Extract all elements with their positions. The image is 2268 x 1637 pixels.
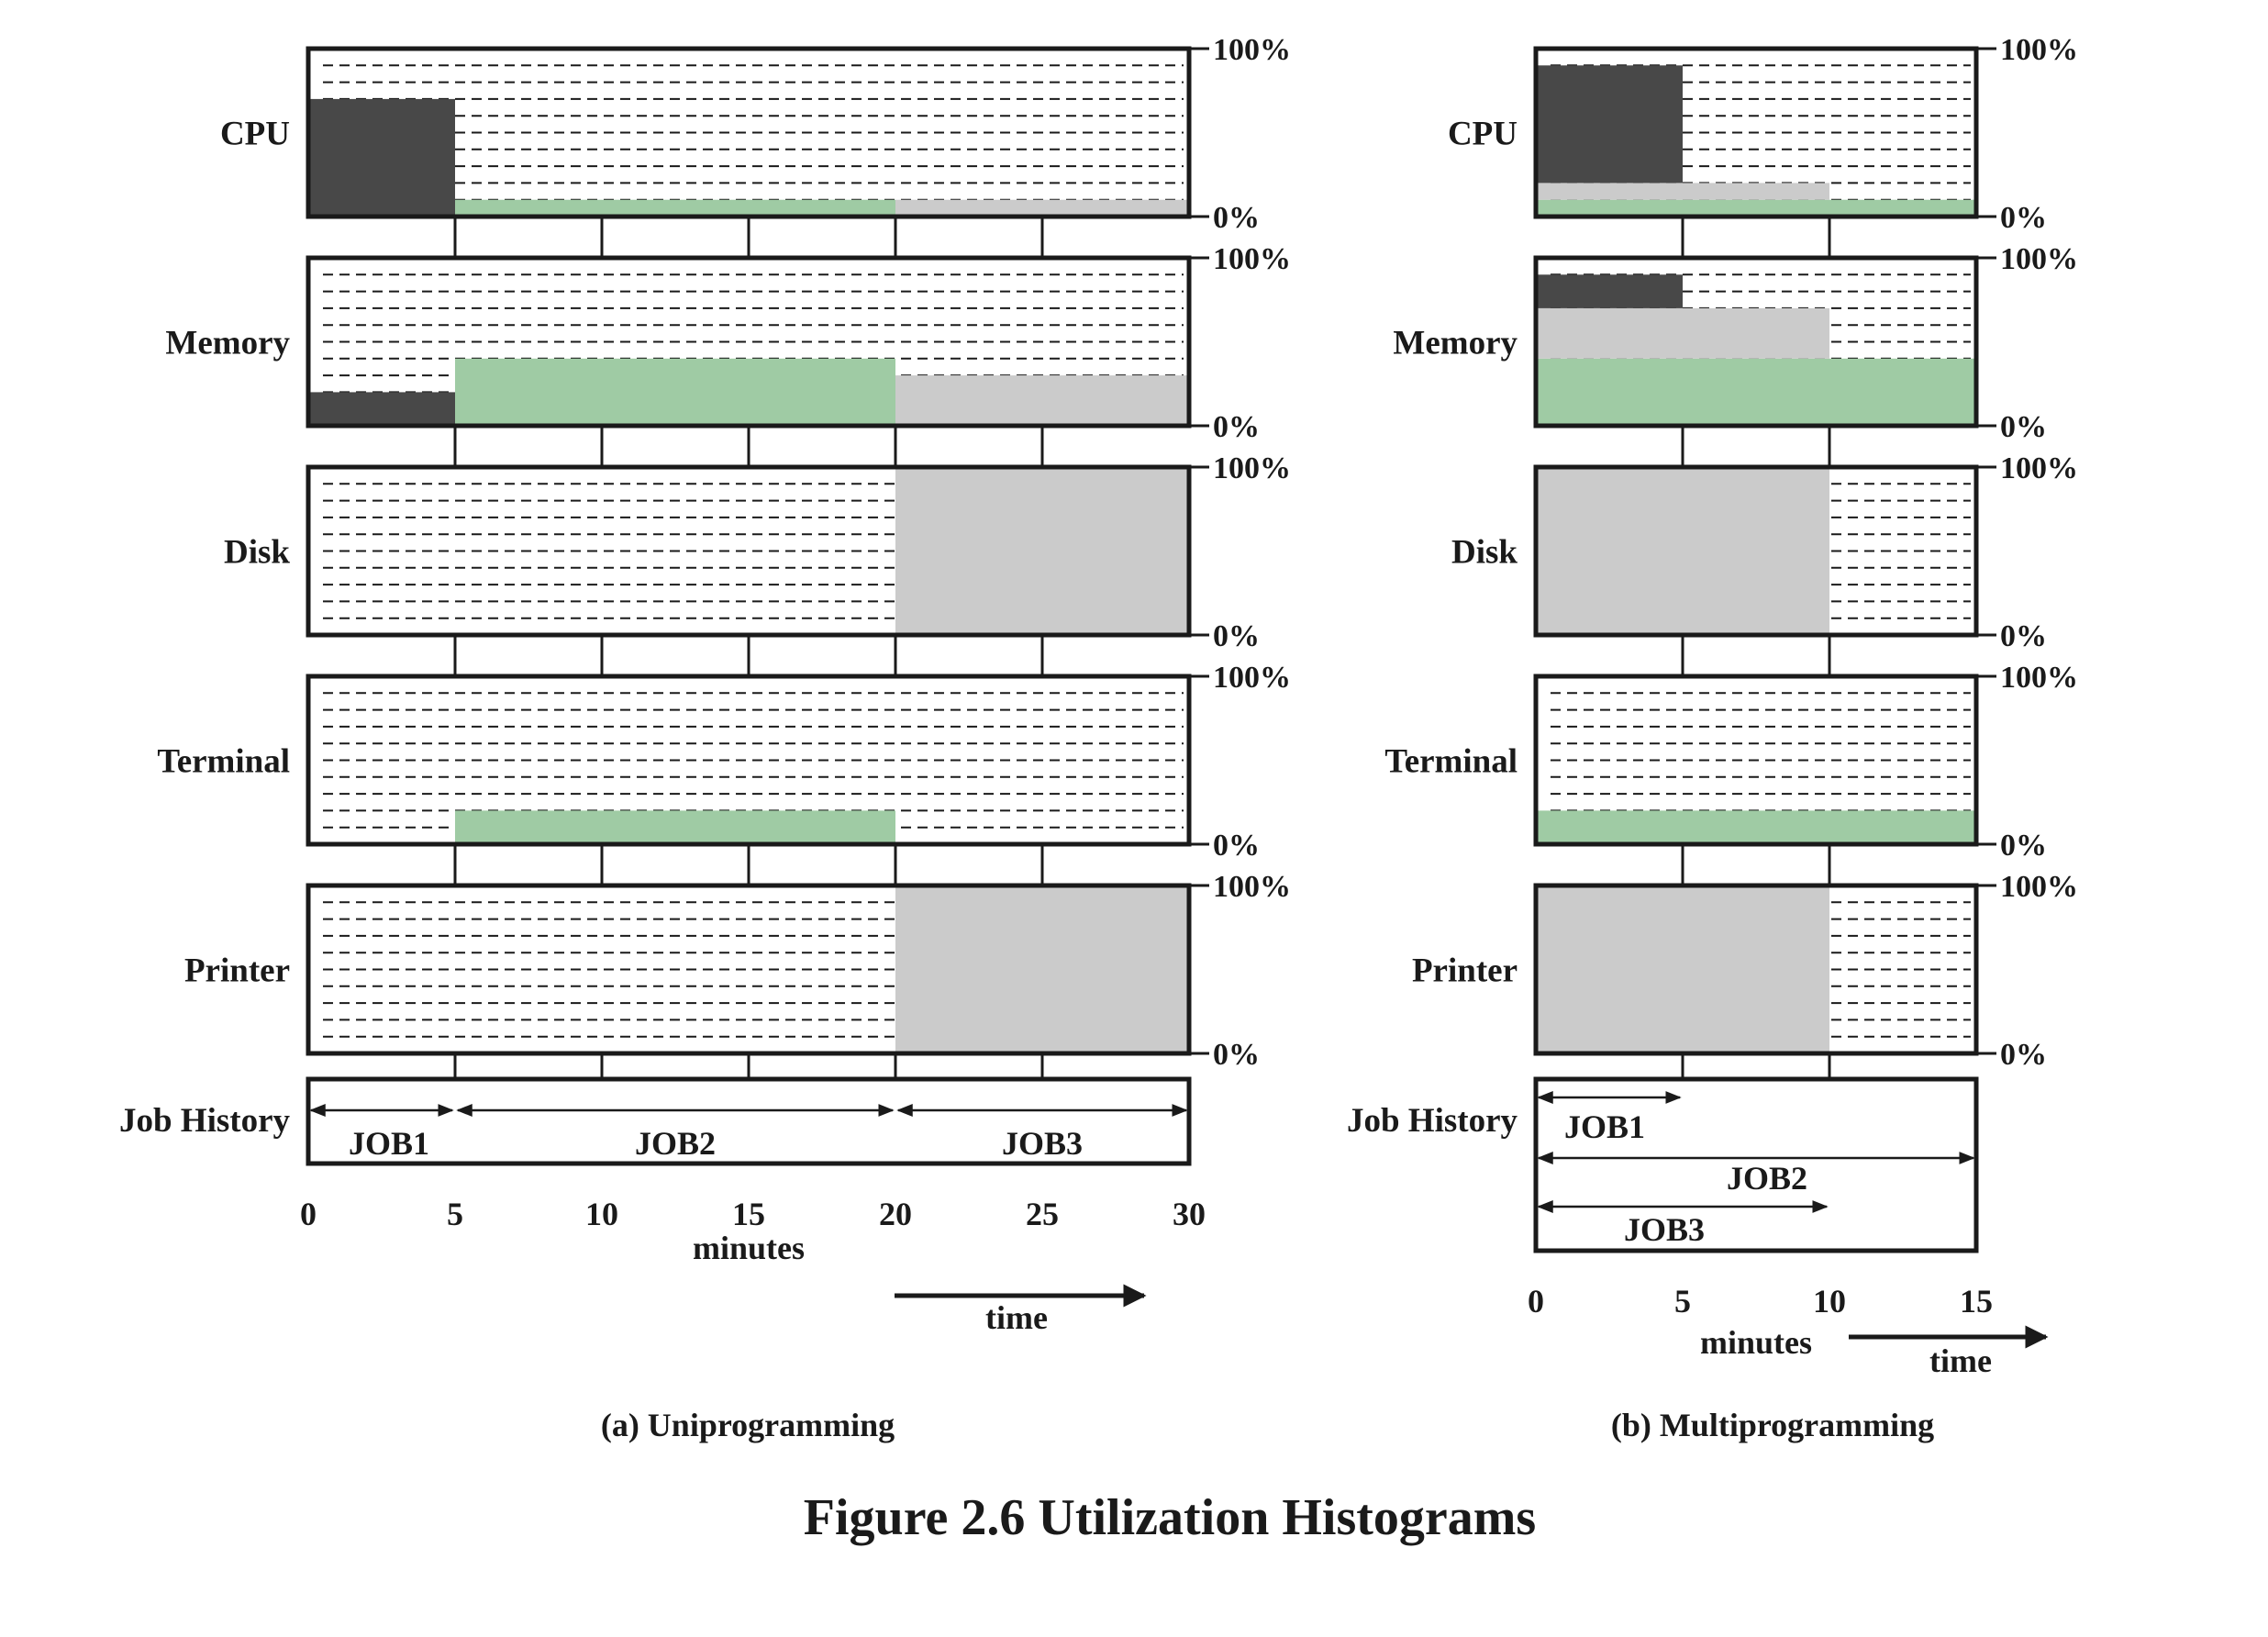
job-history-frame bbox=[306, 1076, 1192, 1166]
x-axis-title: minutes bbox=[693, 1230, 805, 1266]
y-bottom-label: 0% bbox=[1213, 829, 1260, 863]
bar-cpu-job3 bbox=[895, 199, 1189, 217]
resource-row-cpu: 100% 0% CPU bbox=[220, 33, 1291, 258]
row-label-cpu: CPU bbox=[1448, 116, 1518, 153]
job-label-job3: JOB3 bbox=[1624, 1211, 1705, 1248]
resource-row-printer: 100% 0% Printer bbox=[184, 870, 1291, 1079]
bar-disk-job3 bbox=[895, 467, 1189, 635]
resource-row-terminal: 100% 0% Terminal bbox=[157, 661, 1291, 885]
row-label-memory: Memory bbox=[1393, 325, 1518, 362]
y-bottom-label: 0% bbox=[2000, 1038, 2047, 1072]
row-label-terminal: Terminal bbox=[157, 743, 290, 781]
figure-title: Figure 2.6 Utilization Histograms bbox=[804, 1489, 1536, 1546]
job-label-job2: JOB2 bbox=[1727, 1160, 1807, 1197]
panel-caption: (b) Multiprogramming bbox=[1611, 1407, 1934, 1443]
row-label-terminal: Terminal bbox=[1384, 743, 1518, 781]
job-history: Job History JOB1 JOB2 JOB3 bbox=[119, 1076, 1192, 1166]
panel-caption: (a) Uniprogramming bbox=[601, 1407, 895, 1443]
uniprogramming-panel: 100%0%CPU100%0%Memory100%0%Disk100%0%Ter… bbox=[119, 33, 1291, 1443]
x-tick-label: 25 bbox=[1026, 1196, 1059, 1232]
resource-row-printer: 100% 0% Printer bbox=[1412, 870, 2078, 1079]
y-bottom-label: 0% bbox=[2000, 619, 2047, 653]
bar-cpu-job1 bbox=[308, 98, 455, 217]
y-bottom-label: 0% bbox=[2000, 410, 2047, 444]
y-top-label: 100% bbox=[2000, 451, 2078, 485]
row-label-disk: Disk bbox=[224, 534, 290, 572]
job-history: Job History JOB1 JOB2 JOB3 bbox=[1347, 1076, 1979, 1253]
y-bottom-label: 0% bbox=[1213, 619, 1260, 653]
x-tick-label: 15 bbox=[1960, 1283, 1993, 1320]
bar-cpu-job1 bbox=[1536, 65, 1683, 184]
bar-terminal-job2 bbox=[455, 810, 895, 844]
resource-frame bbox=[1533, 255, 1979, 429]
y-top-label: 100% bbox=[1213, 242, 1291, 276]
resource-frame bbox=[1533, 464, 1979, 638]
x-tick-label: 0 bbox=[1528, 1283, 1544, 1320]
resource-row-memory: 100% 0% Memory bbox=[1393, 242, 2078, 467]
x-tick-label: 10 bbox=[1813, 1283, 1846, 1320]
y-top-label: 100% bbox=[1213, 451, 1291, 485]
bar-cpu-job2 bbox=[455, 199, 895, 217]
y-top-label: 100% bbox=[1213, 870, 1291, 904]
bar-cpu-job2 bbox=[1536, 199, 1976, 217]
y-top-label: 100% bbox=[1213, 33, 1291, 67]
job-history-frame bbox=[1533, 1076, 1979, 1253]
x-tick-label: 5 bbox=[447, 1196, 463, 1232]
y-bottom-label: 0% bbox=[1213, 201, 1260, 235]
bar-terminal-job2 bbox=[1536, 810, 1976, 844]
multiprogramming-panel: 100%0%CPU100%0%Memory100%0%Disk100%0%Ter… bbox=[1347, 33, 2078, 1443]
x-tick-label: 0 bbox=[300, 1196, 317, 1232]
bar-memory-job1 bbox=[308, 392, 455, 426]
job-history-label: Job History bbox=[1347, 1102, 1518, 1140]
y-top-label: 100% bbox=[2000, 661, 2078, 695]
resource-row-cpu: 100% 0% CPU bbox=[1448, 33, 2078, 258]
x-tick-label: 10 bbox=[585, 1196, 618, 1232]
bar-memory-job3 bbox=[1536, 307, 1829, 359]
time-label: time bbox=[1929, 1342, 1992, 1379]
bar-memory-job1 bbox=[1536, 274, 1683, 308]
resource-row-terminal: 100% 0% Terminal bbox=[1384, 661, 2078, 885]
resource-row-disk: 100% 0% Disk bbox=[224, 451, 1291, 676]
job-label-job1: JOB1 bbox=[1564, 1108, 1645, 1145]
job-history-label: Job History bbox=[119, 1102, 291, 1140]
x-tick-label: 20 bbox=[879, 1196, 912, 1232]
x-tick-label: 30 bbox=[1173, 1196, 1206, 1232]
row-label-cpu: CPU bbox=[220, 116, 290, 153]
resource-frame bbox=[1533, 883, 1979, 1056]
y-top-label: 100% bbox=[2000, 242, 2078, 276]
row-label-memory: Memory bbox=[165, 325, 290, 362]
y-bottom-label: 0% bbox=[1213, 1038, 1260, 1072]
bar-cpu-job3 bbox=[1536, 183, 1829, 200]
job-label-job2: JOB2 bbox=[635, 1125, 716, 1162]
x-tick-label: 15 bbox=[732, 1196, 765, 1232]
job-label-job1: JOB1 bbox=[349, 1125, 429, 1162]
y-bottom-label: 0% bbox=[2000, 201, 2047, 235]
x-axis: 0 5 10 15 20 25 30 minutes bbox=[300, 1196, 1206, 1266]
y-top-label: 100% bbox=[2000, 870, 2078, 904]
bar-memory-job2 bbox=[1536, 358, 1976, 426]
bar-printer-job3 bbox=[1536, 885, 1829, 1053]
y-bottom-label: 0% bbox=[1213, 410, 1260, 444]
x-axis: 0 5 10 15 minutes bbox=[1528, 1283, 1993, 1361]
resource-frame bbox=[1533, 674, 1979, 847]
y-top-label: 100% bbox=[1213, 661, 1291, 695]
job-label-job3: JOB3 bbox=[1002, 1125, 1083, 1162]
row-label-disk: Disk bbox=[1451, 534, 1518, 572]
x-tick-label: 5 bbox=[1674, 1283, 1691, 1320]
x-axis-title: minutes bbox=[1700, 1324, 1812, 1361]
y-top-label: 100% bbox=[2000, 33, 2078, 67]
row-label-printer: Printer bbox=[1412, 952, 1518, 990]
bar-memory-job3 bbox=[895, 375, 1189, 426]
row-label-printer: Printer bbox=[184, 952, 290, 990]
time-label: time bbox=[985, 1299, 1048, 1336]
bar-printer-job3 bbox=[895, 885, 1189, 1053]
resource-row-memory: 100% 0% Memory bbox=[165, 242, 1291, 467]
y-bottom-label: 0% bbox=[2000, 829, 2047, 863]
bar-memory-job2 bbox=[455, 358, 895, 426]
resource-row-disk: 100% 0% Disk bbox=[1451, 451, 2078, 676]
bar-disk-job3 bbox=[1536, 467, 1829, 635]
resource-frame bbox=[1533, 46, 1979, 219]
